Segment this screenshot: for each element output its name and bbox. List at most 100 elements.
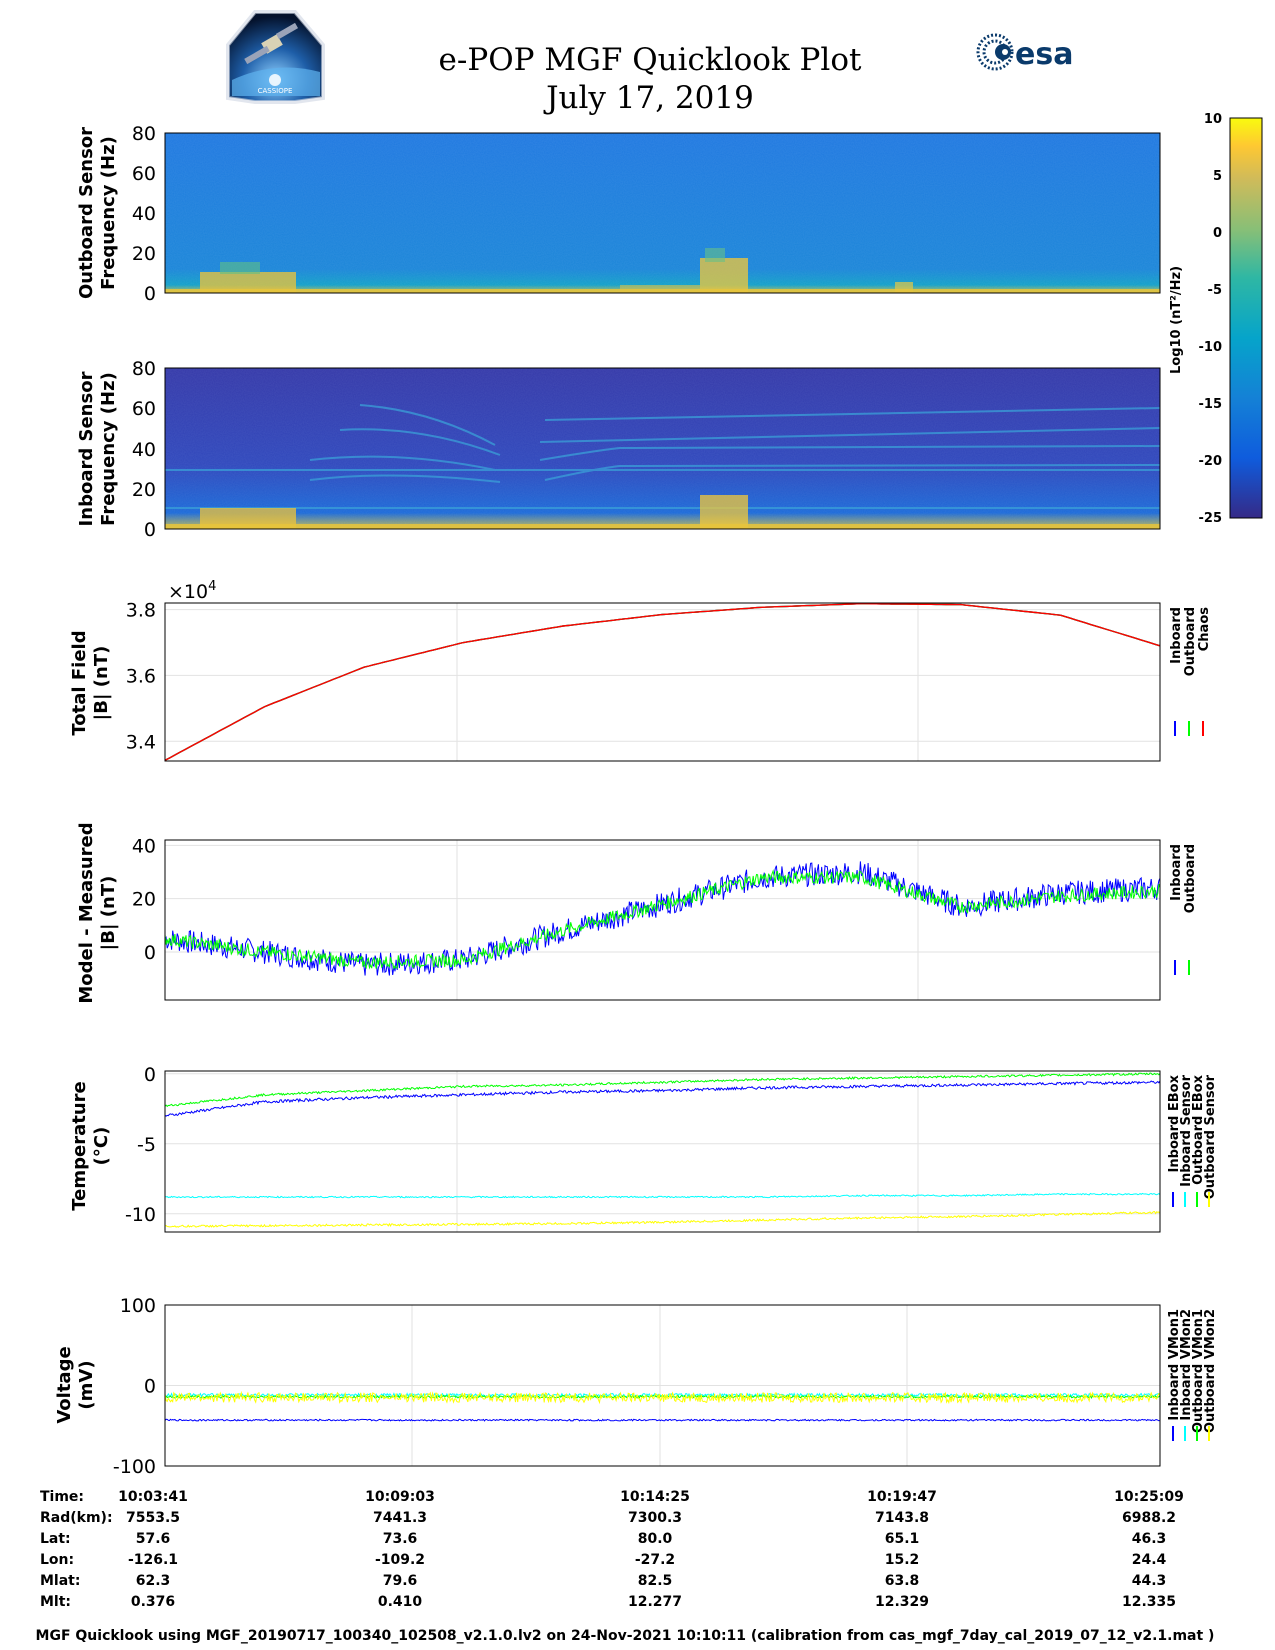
ytick-label: 40	[132, 835, 156, 857]
ylabel-line1: Outboard Sensor	[76, 127, 97, 299]
legend-label: Outboard	[1183, 607, 1198, 676]
series-line-chaos	[164, 603, 1161, 761]
ytick-label: 0	[144, 283, 156, 305]
ylabel-line1: Inboard Sensor	[76, 371, 97, 526]
ephemeris-value: 44.3	[1132, 1573, 1167, 1589]
esa-swirl-icon	[976, 33, 1014, 71]
legend-label: Outboard	[1183, 844, 1198, 913]
colorbar-ticks: 10 5 0 -5 -10 -15 -20 -25	[1199, 112, 1223, 526]
legend-label: Inboard	[1169, 607, 1184, 664]
ytick-label: 3.8	[126, 600, 156, 622]
legend-label: Outboard VMon1	[1191, 1309, 1206, 1433]
colorbar-tick: -20	[1199, 454, 1223, 469]
series-line-outboard-vmon2	[164, 1390, 1161, 1405]
voltage-panel: Voltage (mV) 100 0 -100 Inboard VMon1Inboar…	[54, 1295, 1218, 1478]
ephemeris-label: Lon:	[40, 1552, 74, 1568]
ytick-label: 3.6	[126, 665, 156, 687]
ephemeris-value: 10:19:47	[867, 1489, 937, 1505]
ephemeris-value: 24.4	[1132, 1552, 1167, 1568]
outboard-spectrogram-yaxis: 80 60 40 20 0	[132, 123, 156, 305]
ephemeris-label: Rad(km):	[40, 1510, 113, 1526]
ytick-label: 80	[132, 358, 156, 380]
ephemeris-value: 7441.3	[373, 1510, 427, 1526]
ephemeris-value: 10:09:03	[365, 1489, 435, 1505]
ytick-label: 60	[132, 398, 156, 420]
ephemeris-value: -27.2	[635, 1552, 675, 1568]
ephemeris-value: 12.277	[628, 1594, 682, 1610]
ylabel-line2: |B| (nT)	[91, 646, 112, 721]
colorbar-tick: -15	[1199, 397, 1223, 412]
esa-logo-text: esa	[1015, 37, 1073, 72]
ephemeris-value: 57.6	[136, 1531, 171, 1547]
series-line-inboard-sensor	[164, 1192, 1161, 1199]
axes-box	[164, 602, 1161, 762]
mission-logo-text: CASSIOPE	[258, 87, 293, 95]
ephemeris-value: 63.8	[885, 1573, 920, 1589]
outboard-spectrogram-bursts	[165, 248, 1160, 293]
ephemeris-value: 12.329	[875, 1594, 929, 1610]
legend-label: Chaos	[1197, 607, 1212, 651]
axes-box	[164, 1070, 1161, 1233]
ylabel-line1: Voltage	[54, 1346, 75, 1423]
ylabel-line2: Frequency (Hz)	[98, 372, 119, 526]
ephemeris-value: 62.3	[136, 1573, 171, 1589]
ylabel-line1: Temperature	[69, 1081, 90, 1210]
ylabel-line2: (mV)	[76, 1360, 97, 1409]
ytick-label: 0	[144, 519, 156, 541]
total-field-panel: ×104 Total Field |B| (nT) 3.8 3.6 3.4 Inboa…	[69, 579, 1212, 762]
series-line-inboard	[164, 603, 1161, 761]
legend-label: Inboard EBox	[1167, 1074, 1182, 1172]
plot-title: e-POP MGF Quicklook Plot	[439, 42, 862, 78]
colorbar-label: Log10 (nT²/Hz)	[1169, 266, 1184, 374]
ephemeris-value: 7553.5	[126, 1510, 180, 1526]
ylabel-line1: Total Field	[69, 630, 90, 735]
inboard-spectrogram-lines	[165, 404, 1161, 509]
ephemeris-value: -109.2	[375, 1552, 425, 1568]
ylabel-line1: Model - Measured	[76, 822, 97, 1003]
series-line-inboard-vmon1	[164, 1418, 1161, 1422]
colorbar-tick: 5	[1213, 169, 1222, 184]
ephemeris-value: 65.1	[885, 1531, 920, 1547]
series-line-inboard	[164, 861, 1161, 976]
outboard-spectrogram-panel: 80 60 40 20 0 Outboard Sensor Frequency …	[76, 123, 1161, 305]
esa-logo: esa	[976, 33, 1073, 72]
ephemeris-value: 15.2	[885, 1552, 920, 1568]
colorbar-tick: -25	[1199, 511, 1223, 526]
ephemeris-label: Time:	[40, 1489, 84, 1505]
legend-label: Outboard VMon2	[1203, 1309, 1218, 1433]
ytick-label: 40	[132, 439, 156, 461]
ephemeris-label: Mlt:	[40, 1594, 71, 1610]
colorbar-tick: -5	[1208, 283, 1222, 298]
ytick-label: 80	[132, 123, 156, 145]
series-line-inboard-ebox	[164, 1080, 1161, 1117]
legend-label: Inboard	[1169, 844, 1184, 901]
ytick-label: 40	[132, 203, 156, 225]
legend-label: Outboard EBox	[1191, 1074, 1206, 1184]
ytick-label: 0	[144, 1064, 156, 1086]
ephemeris-value: 12.335	[1122, 1594, 1176, 1610]
colorbar-tick: 0	[1213, 226, 1222, 241]
ephemeris-value: -126.1	[128, 1552, 178, 1568]
ephemeris-value: 10:14:25	[620, 1489, 690, 1505]
ytick-label: -10	[125, 1204, 156, 1226]
ephemeris-table: Time: Rad(km): Lat: Lon: Mlat: Mlt: 10:0…	[40, 1489, 1184, 1610]
ephemeris-value: 0.376	[131, 1594, 175, 1610]
model-measured-panel: Model - Measured |B| (nT) 40 20 0 Inboard Ou…	[76, 822, 1198, 1003]
inboard-spectrogram-bursts	[165, 495, 1160, 529]
ytick-label: 60	[132, 163, 156, 185]
ephemeris-label: Mlat:	[40, 1573, 80, 1589]
inboard-spectrogram-yaxis: 80 60 40 20 0	[132, 358, 156, 541]
series-line-outboard	[164, 603, 1161, 761]
temperature-panel: Temperature (°C) 0 -5 -10 Inboard EBoxInboa…	[69, 1064, 1218, 1233]
ephemeris-value: 10:03:41	[118, 1489, 188, 1505]
ephemeris-value: 80.0	[638, 1531, 673, 1547]
ytick-label: 0	[144, 942, 156, 964]
ytick-label: 20	[132, 479, 156, 501]
ylabel-line2: |B| (nT)	[98, 876, 119, 951]
colorbar-tick: -10	[1199, 340, 1223, 355]
mission-logo: CASSIOPE	[226, 10, 325, 104]
ylabel-line2: Frequency (Hz)	[98, 136, 119, 290]
ephemeris-value: 46.3	[1132, 1531, 1167, 1547]
legend-label: Inboard VMon1	[1167, 1309, 1182, 1421]
